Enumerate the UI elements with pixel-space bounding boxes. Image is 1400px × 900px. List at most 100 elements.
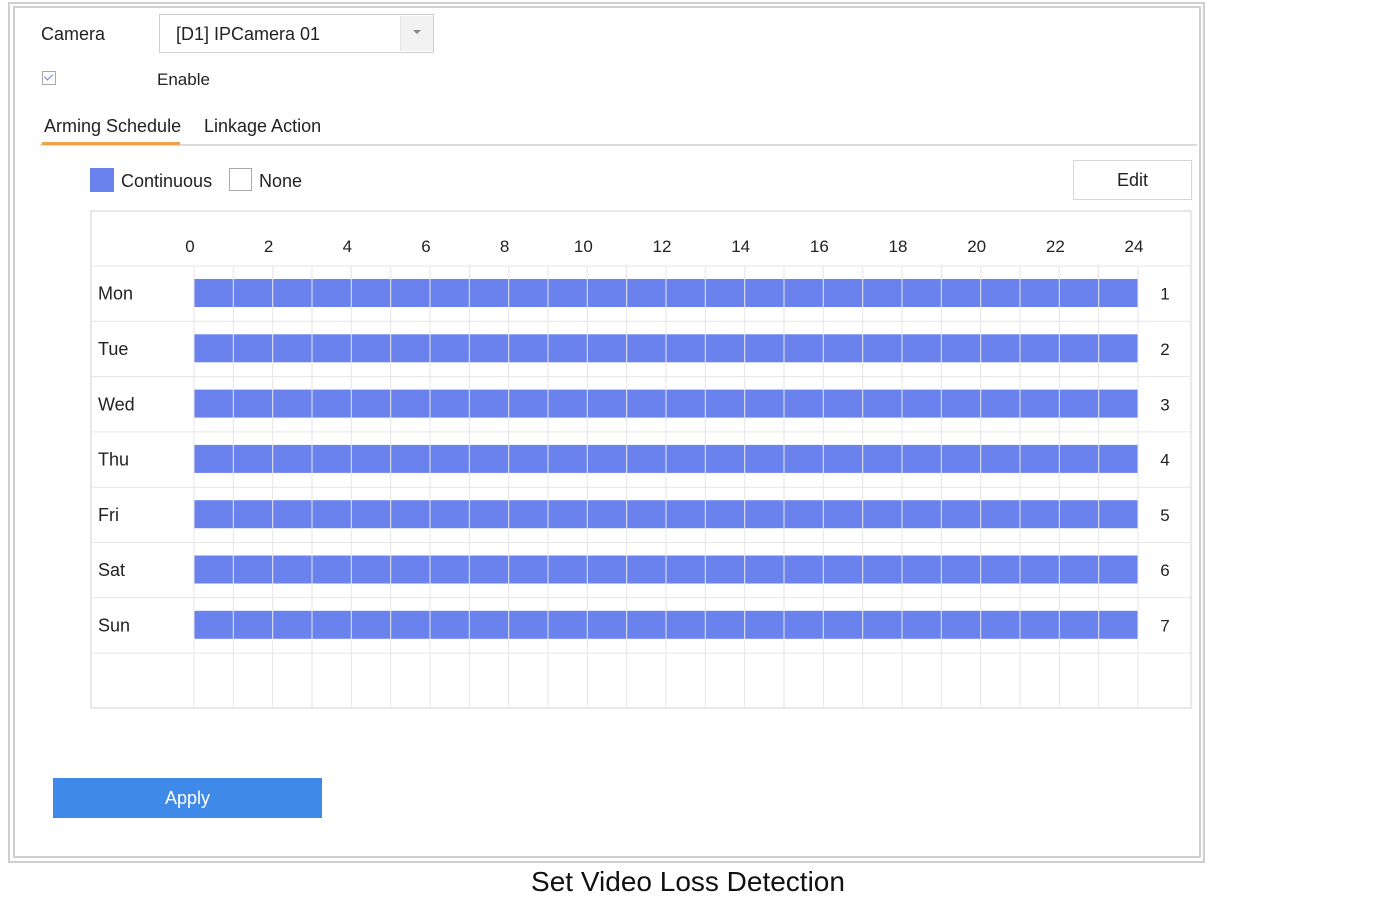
schedule-cell[interactable] — [784, 279, 823, 307]
schedule-cell[interactable] — [273, 610, 312, 639]
schedule-cell[interactable] — [981, 610, 1020, 639]
schedule-cell[interactable] — [627, 279, 666, 307]
schedule-cell[interactable] — [351, 389, 391, 418]
schedule-cell[interactable] — [823, 279, 863, 307]
schedule-cell[interactable] — [941, 334, 981, 363]
schedule-cell[interactable] — [745, 334, 784, 363]
schedule-cell[interactable] — [784, 500, 823, 529]
schedule-cell[interactable] — [587, 555, 627, 584]
schedule-cell[interactable] — [391, 444, 430, 473]
schedule-cell[interactable] — [233, 500, 273, 529]
schedule-cell[interactable] — [312, 334, 351, 363]
schedule-cell[interactable] — [823, 334, 863, 363]
schedule-cell[interactable] — [823, 500, 863, 529]
schedule-cell[interactable] — [233, 610, 273, 639]
schedule-cell[interactable] — [1059, 444, 1099, 473]
schedule-cell[interactable] — [941, 610, 981, 639]
schedule-cell[interactable] — [1099, 444, 1138, 473]
schedule-cell[interactable] — [981, 279, 1020, 307]
schedule-cell[interactable] — [823, 555, 863, 584]
schedule-cell[interactable] — [509, 389, 548, 418]
schedule-cell[interactable] — [784, 389, 823, 418]
schedule-cell[interactable] — [941, 389, 981, 418]
schedule-cell[interactable] — [1020, 389, 1059, 418]
schedule-cell[interactable] — [1020, 279, 1059, 307]
schedule-cell[interactable] — [902, 555, 941, 584]
schedule-cell[interactable] — [391, 389, 430, 418]
schedule-cell[interactable] — [587, 500, 627, 529]
schedule-cell[interactable] — [1020, 334, 1059, 363]
schedule-cell[interactable] — [351, 555, 391, 584]
schedule-cell[interactable] — [233, 555, 273, 584]
schedule-cell[interactable] — [902, 500, 941, 529]
schedule-cell[interactable] — [1059, 389, 1099, 418]
schedule-cell[interactable] — [430, 555, 469, 584]
schedule-cell[interactable] — [509, 500, 548, 529]
schedule-cell[interactable] — [273, 500, 312, 529]
schedule-cell[interactable] — [273, 334, 312, 363]
schedule-cell[interactable] — [902, 610, 941, 639]
schedule-cell[interactable] — [745, 610, 784, 639]
schedule-cell[interactable] — [863, 444, 902, 473]
schedule-cell[interactable] — [666, 279, 705, 307]
schedule-cell[interactable] — [469, 610, 509, 639]
schedule-cell[interactable] — [1020, 500, 1059, 529]
schedule-cell[interactable] — [1059, 334, 1099, 363]
schedule-cell[interactable] — [509, 610, 548, 639]
continuous-legend-swatch[interactable] — [90, 168, 114, 192]
schedule-cell[interactable] — [1059, 610, 1099, 639]
schedule-cell[interactable] — [587, 444, 627, 473]
schedule-cell[interactable] — [1020, 444, 1059, 473]
schedule-cell[interactable] — [1099, 500, 1138, 529]
schedule-cell[interactable] — [981, 555, 1020, 584]
schedule-cell[interactable] — [902, 444, 941, 473]
schedule-cell[interactable] — [194, 389, 233, 418]
schedule-cell[interactable] — [705, 555, 745, 584]
schedule-cell[interactable] — [705, 444, 745, 473]
schedule-cell[interactable] — [627, 500, 666, 529]
schedule-cell[interactable] — [902, 279, 941, 307]
schedule-cell[interactable] — [705, 500, 745, 529]
schedule-cell[interactable] — [312, 500, 351, 529]
schedule-cell[interactable] — [1099, 555, 1138, 584]
schedule-cell[interactable] — [351, 334, 391, 363]
schedule-cell[interactable] — [784, 555, 823, 584]
schedule-cell[interactable] — [1020, 555, 1059, 584]
schedule-cell[interactable] — [509, 444, 548, 473]
schedule-cell[interactable] — [902, 334, 941, 363]
schedule-cell[interactable] — [469, 389, 509, 418]
schedule-cell[interactable] — [863, 610, 902, 639]
schedule-cell[interactable] — [823, 389, 863, 418]
schedule-cell[interactable] — [430, 610, 469, 639]
schedule-cell[interactable] — [548, 334, 587, 363]
schedule-cell[interactable] — [823, 610, 863, 639]
schedule-cell[interactable] — [548, 610, 587, 639]
schedule-cell[interactable] — [627, 610, 666, 639]
schedule-cell[interactable] — [233, 279, 273, 307]
schedule-cell[interactable] — [548, 279, 587, 307]
schedule-cell[interactable] — [941, 279, 981, 307]
schedule-cell[interactable] — [1059, 500, 1099, 529]
schedule-cell[interactable] — [233, 334, 273, 363]
schedule-cell[interactable] — [863, 279, 902, 307]
schedule-cell[interactable] — [784, 334, 823, 363]
schedule-cell[interactable] — [587, 610, 627, 639]
schedule-cell[interactable] — [469, 334, 509, 363]
schedule-cell[interactable] — [509, 279, 548, 307]
schedule-cell[interactable] — [666, 555, 705, 584]
schedule-cell[interactable] — [627, 334, 666, 363]
schedule-cell[interactable] — [430, 389, 469, 418]
schedule-cell[interactable] — [627, 555, 666, 584]
schedule-cell[interactable] — [1059, 555, 1099, 584]
schedule-cell[interactable] — [941, 555, 981, 584]
schedule-cell[interactable] — [745, 555, 784, 584]
schedule-cell[interactable] — [863, 500, 902, 529]
schedule-cell[interactable] — [194, 279, 233, 307]
schedule-cell[interactable] — [1099, 334, 1138, 363]
schedule-cell[interactable] — [981, 334, 1020, 363]
tab-arming-schedule[interactable]: Arming Schedule — [44, 116, 182, 136]
schedule-cell[interactable] — [469, 555, 509, 584]
schedule-cell[interactable] — [509, 555, 548, 584]
schedule-cell[interactable] — [194, 334, 233, 363]
